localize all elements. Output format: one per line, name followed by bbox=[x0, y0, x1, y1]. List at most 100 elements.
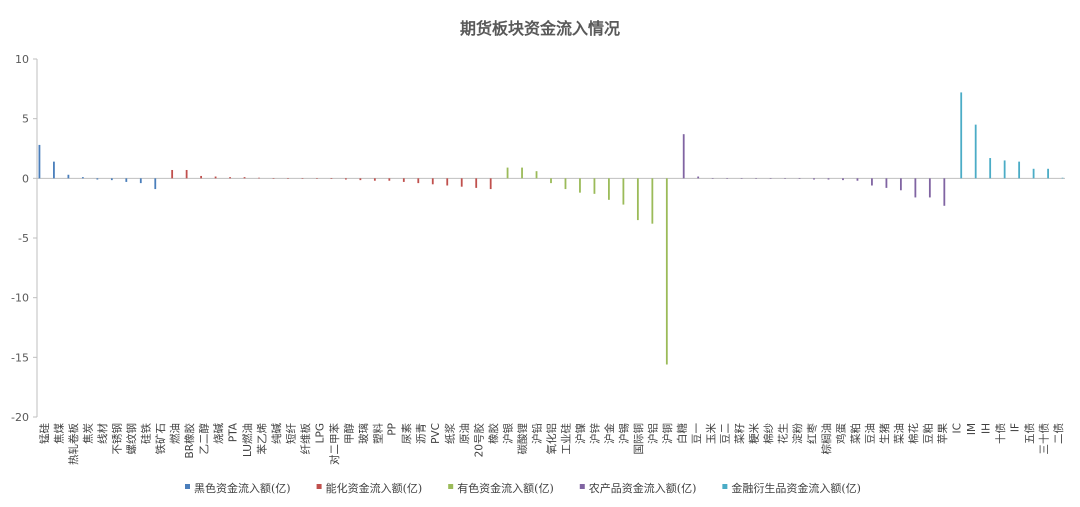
bar bbox=[200, 175, 203, 179]
bar bbox=[1061, 177, 1064, 179]
y-tick-label: 0 bbox=[22, 172, 29, 185]
chart-title: 期货板块资金流入情况 bbox=[460, 19, 620, 38]
x-tick-label: 淀粉 bbox=[791, 423, 804, 444]
bar bbox=[943, 178, 946, 206]
y-tick-label: -5 bbox=[18, 232, 29, 245]
x-tick-label: 焦煤 bbox=[53, 423, 66, 444]
bar bbox=[871, 178, 873, 186]
x-tick-label: PVC bbox=[430, 423, 442, 444]
bar bbox=[798, 178, 801, 179]
x-tick-label: 甲醇 bbox=[342, 423, 355, 444]
y-tick-label: -10 bbox=[11, 292, 29, 305]
bar bbox=[697, 176, 700, 179]
bar bbox=[344, 178, 347, 180]
x-tick-label: 粳米 bbox=[748, 423, 761, 444]
bar bbox=[301, 178, 304, 179]
bar bbox=[388, 178, 391, 181]
x-tick-label: 沪铜 bbox=[661, 423, 674, 444]
legend-swatch bbox=[185, 484, 190, 489]
bar bbox=[171, 169, 174, 179]
bar bbox=[81, 177, 84, 179]
x-tick-label: 碳酸锂 bbox=[516, 423, 529, 455]
bar bbox=[506, 167, 509, 179]
x-tick-label: 豆一 bbox=[691, 423, 703, 444]
x-tick-label: 二债 bbox=[1052, 423, 1065, 444]
bar bbox=[711, 178, 714, 179]
bar bbox=[974, 124, 977, 179]
bar bbox=[842, 178, 844, 181]
x-tick-label: 五债 bbox=[1023, 423, 1036, 444]
x-tick-label: 沪铝 bbox=[646, 423, 659, 444]
bar bbox=[359, 178, 362, 181]
bar bbox=[960, 92, 963, 179]
x-tick-label: 沥青 bbox=[415, 423, 428, 444]
x-tick-label: 纯碱 bbox=[270, 423, 283, 444]
legend-swatch bbox=[579, 484, 585, 489]
x-tick-label: 沪镍 bbox=[574, 423, 587, 444]
x-tick-label: 玉米 bbox=[704, 423, 717, 444]
bar bbox=[885, 178, 888, 188]
y-tick-label: 5 bbox=[22, 113, 29, 126]
x-tick-label: 燃油 bbox=[169, 423, 182, 444]
x-tick-label: 热轧卷板 bbox=[67, 423, 80, 465]
x-tick-label: 菜粕 bbox=[849, 423, 862, 444]
bar bbox=[446, 178, 449, 186]
x-tick-label: 橡胶 bbox=[487, 423, 500, 444]
bar bbox=[154, 178, 157, 190]
x-tick-label: 三十债 bbox=[1037, 423, 1050, 455]
bar bbox=[651, 178, 654, 224]
x-tick-label: 棕榈油 bbox=[820, 423, 833, 455]
x-tick-label: 硅铁 bbox=[140, 423, 153, 444]
x-tick-label: LPG bbox=[314, 423, 326, 443]
bar bbox=[243, 177, 246, 179]
x-tick-label: 十债 bbox=[994, 423, 1007, 444]
bar bbox=[813, 178, 815, 180]
x-tick-label: 纤维板 bbox=[299, 423, 312, 455]
bar bbox=[622, 178, 625, 205]
x-tick-label: 玻璃 bbox=[357, 423, 370, 444]
x-tick-label: 沪锌 bbox=[588, 423, 601, 444]
bar bbox=[928, 178, 931, 198]
x-tick-label: 鸡蛋 bbox=[835, 423, 848, 444]
bar bbox=[550, 178, 552, 184]
bar bbox=[535, 171, 538, 179]
x-tick-label: 苯乙烯 bbox=[255, 423, 268, 455]
x-tick-label: 豆二 bbox=[720, 423, 732, 444]
x-tick-label: 红枣 bbox=[806, 423, 819, 444]
bar bbox=[330, 178, 333, 179]
bar bbox=[740, 178, 743, 179]
x-tick-label: 锰硅 bbox=[38, 423, 51, 444]
bar bbox=[726, 178, 729, 179]
x-tick-label: 螺纹钢 bbox=[125, 423, 138, 455]
bar bbox=[139, 178, 142, 184]
bar bbox=[784, 178, 786, 179]
x-tick-label: 氧化铝 bbox=[545, 423, 558, 455]
bar bbox=[110, 178, 113, 181]
bar bbox=[1032, 168, 1035, 179]
x-tick-label: 菜籽 bbox=[734, 423, 746, 444]
x-tick-label: 生猪 bbox=[878, 423, 891, 444]
x-tick-label: 线材 bbox=[96, 423, 109, 444]
x-tick-label: 烧碱 bbox=[212, 423, 225, 444]
bar bbox=[402, 178, 405, 182]
x-tick-label: 不锈钢 bbox=[111, 423, 124, 455]
bar bbox=[214, 176, 217, 179]
x-tick-label: IH bbox=[980, 423, 992, 434]
y-tick-label: -20 bbox=[11, 411, 29, 424]
bar bbox=[682, 134, 685, 179]
x-tick-label: 塑料 bbox=[371, 423, 384, 444]
x-tick-label: IM bbox=[966, 423, 978, 435]
bar bbox=[287, 178, 289, 179]
bar bbox=[67, 174, 70, 179]
bar bbox=[1047, 168, 1049, 179]
bar bbox=[856, 178, 859, 181]
bar bbox=[258, 177, 260, 179]
x-tick-label: IF bbox=[1009, 423, 1021, 432]
x-tick-label: 沪金 bbox=[603, 423, 616, 444]
bar bbox=[1018, 161, 1021, 179]
bar bbox=[431, 178, 434, 185]
bar bbox=[489, 178, 492, 190]
bar bbox=[665, 178, 668, 365]
x-tick-label: 尿素 bbox=[400, 423, 413, 444]
